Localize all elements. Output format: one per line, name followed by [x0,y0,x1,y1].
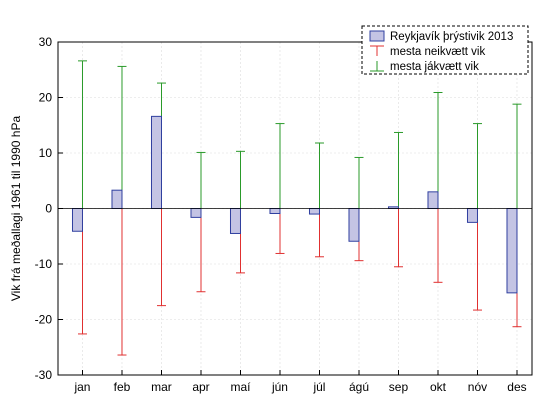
legend-label: mesta jákvætt vik [390,61,479,73]
y-axis: -30 -20 -10 0 10 20 30 [35,35,63,382]
x-tick-label: sep [389,380,409,394]
bar [71,208,83,232]
x-tick-label: apr [192,380,209,394]
bars [71,115,518,294]
legend-label: mesta neikvætt vik [390,46,485,58]
x-tick-label: ágú [349,380,369,394]
x-tick-label: jún [271,380,288,394]
bar [190,208,202,218]
x-tick-label: nóv [468,380,487,394]
x-tick-label: mar [151,380,172,394]
bar [466,208,478,223]
legend-label: Reykjavík þrýstivik 2013 [390,31,513,43]
legend: Reykjavík þrýstivik 2013 mesta neikvætt v… [361,25,529,75]
y-axis-label: Vik frá meðallagi 1961 til 1990 hPa [9,116,23,302]
legend-box [361,25,529,75]
x-tick-label: feb [114,380,131,394]
x-tick-label: maí [230,380,251,394]
x-tick-label: des [507,380,526,394]
y-tick-label: 10 [39,146,53,160]
bar [348,208,360,242]
y-tick-label: 20 [39,91,53,105]
bar [427,191,439,210]
x-tick-label: okt [430,380,447,394]
bar [111,189,123,209]
y-tick-label: 0 [45,202,52,216]
y-tick-label: 30 [39,35,53,49]
bar [229,208,241,234]
bar [150,115,162,209]
legend-swatch [369,30,385,42]
x-tick-label: jan [73,380,90,394]
bar [506,208,518,294]
y-tick-label: -30 [35,368,53,382]
x-axis: jan feb mar apr maí jún júl ágú sep okt nóv des [73,370,527,394]
y-tick-label: -10 [35,257,53,271]
bar [269,208,281,214]
y-tick-label: -20 [35,313,53,327]
bar [308,208,320,215]
x-tick-label: júl [312,380,325,394]
